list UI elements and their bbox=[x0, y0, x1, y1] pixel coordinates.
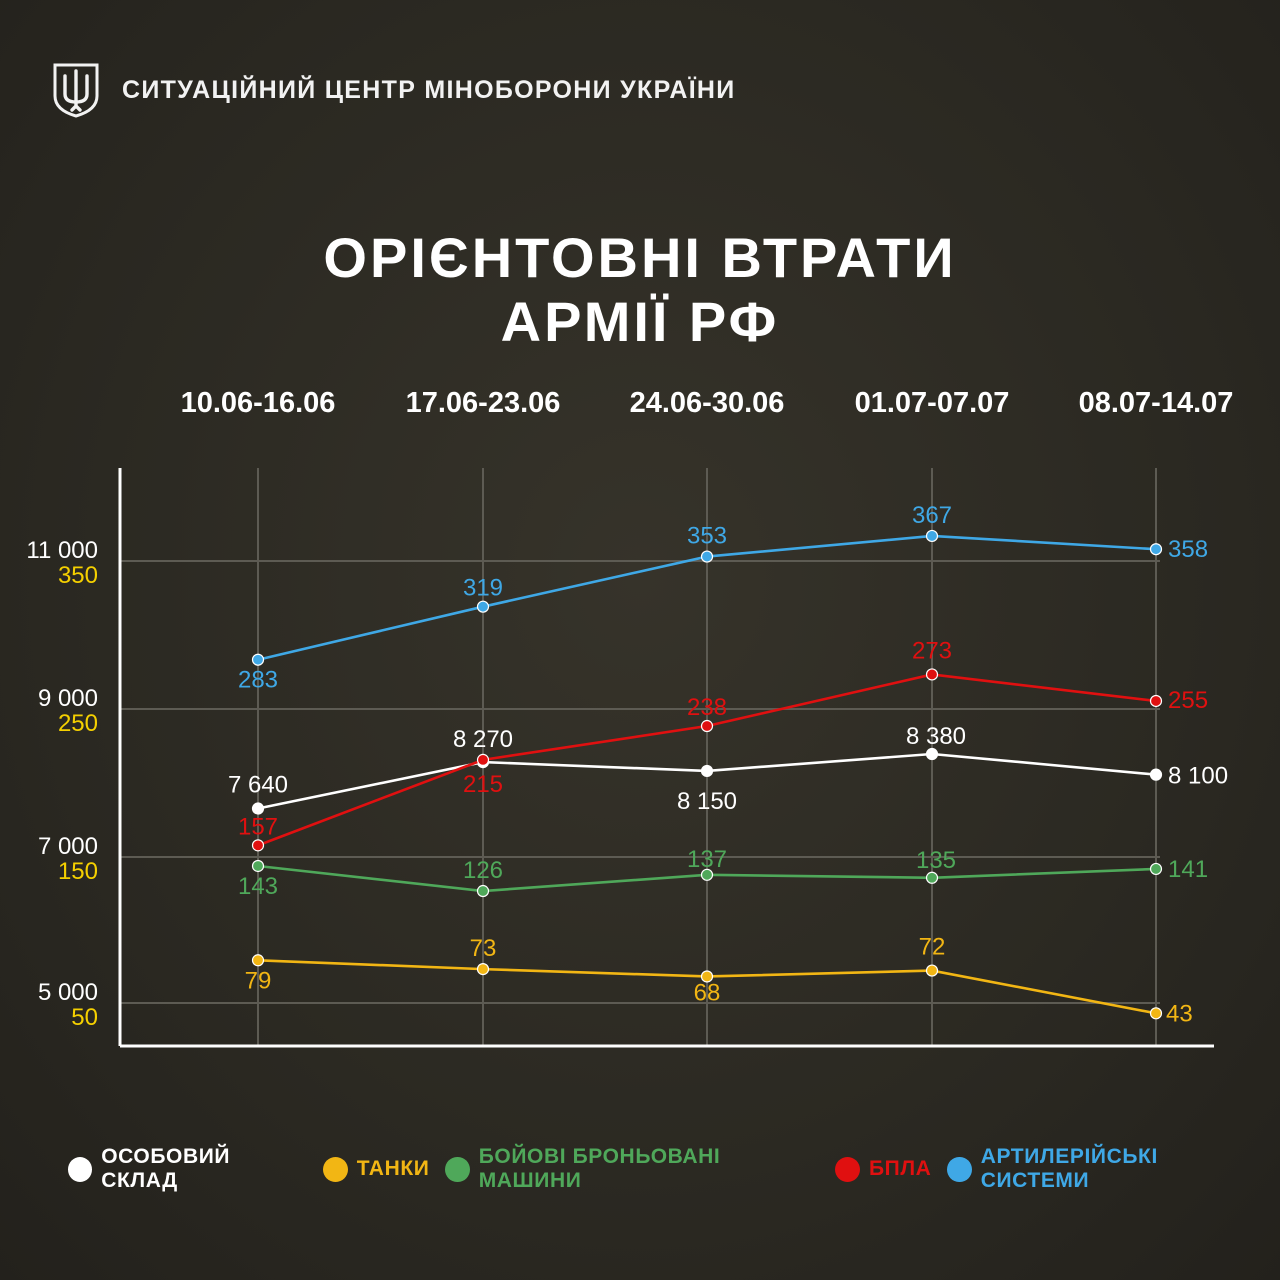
data-label: 353 bbox=[687, 523, 727, 550]
data-point bbox=[1149, 862, 1163, 876]
data-point bbox=[700, 764, 714, 778]
data-label: 215 bbox=[463, 771, 503, 798]
data-point bbox=[925, 964, 939, 977]
data-label: 8 100 bbox=[1168, 763, 1228, 790]
legend-dot-icon bbox=[947, 1156, 972, 1182]
x-tick-label: 24.06-30.06 bbox=[630, 387, 785, 419]
data-point bbox=[925, 871, 939, 884]
legend-dot-icon bbox=[834, 1156, 860, 1182]
x-tick-label: 01.07-07.07 bbox=[855, 387, 1010, 419]
trident-shield-icon bbox=[53, 63, 99, 118]
x-tick-label: 08.07-14.07 bbox=[1079, 387, 1234, 419]
chart-series bbox=[251, 529, 1163, 1020]
data-label: 255 bbox=[1168, 687, 1208, 714]
legend-item: ТАНКИ bbox=[322, 1156, 430, 1182]
data-label: 43 bbox=[1166, 1000, 1193, 1027]
data-label: 358 bbox=[1168, 536, 1208, 563]
data-label: 7 640 bbox=[228, 772, 288, 799]
data-point bbox=[925, 747, 939, 761]
legend-dot-icon bbox=[445, 1156, 470, 1182]
data-label: 72 bbox=[919, 934, 946, 961]
title-line-1: ОРІЄНТОВНІ ВТРАТИ bbox=[323, 226, 957, 289]
data-label: 273 bbox=[912, 637, 952, 664]
x-tick-label: 17.06-23.06 bbox=[406, 387, 561, 419]
data-point bbox=[476, 600, 490, 613]
y-tick-label-primary: 9 000 bbox=[38, 685, 98, 712]
data-point bbox=[476, 963, 490, 976]
legend-item: БПЛА bbox=[834, 1156, 932, 1182]
legend-label: ТАНКИ bbox=[356, 1157, 430, 1180]
data-point bbox=[251, 954, 265, 967]
data-point bbox=[1149, 543, 1163, 556]
data-point bbox=[476, 884, 490, 898]
legend-label: АРТИЛЕРІЙСЬКІ СИСТЕМИ bbox=[980, 1145, 1158, 1192]
data-label: 8 380 bbox=[906, 723, 966, 750]
header: СИТУАЦІЙНИЙ ЦЕНТР МІНОБОРОНИ УКРАЇНИ bbox=[52, 62, 736, 118]
data-point bbox=[476, 753, 490, 767]
data-point bbox=[1149, 1007, 1163, 1020]
data-label: 135 bbox=[916, 847, 956, 874]
legend-item: БОЙОВІ БРОНЬОВАНІ МАШИНИ bbox=[445, 1145, 818, 1193]
data-point bbox=[1149, 768, 1163, 781]
data-point bbox=[251, 859, 265, 873]
data-point bbox=[251, 839, 265, 852]
data-label: 73 bbox=[470, 935, 497, 962]
legend-item: ОСОБОВИЙ СКЛАД bbox=[68, 1145, 307, 1193]
data-point bbox=[925, 529, 939, 543]
data-label: 143 bbox=[238, 873, 278, 900]
data-label: 8 270 bbox=[453, 726, 513, 753]
chart-legend: ОСОБОВИЙ СКЛАД ТАНКИ БОЙОВІ БРОНЬОВАНІ МАШ… bbox=[68, 1145, 1280, 1193]
data-label: 319 bbox=[463, 575, 503, 602]
data-label: 137 bbox=[687, 846, 727, 873]
data-label: 141 bbox=[1168, 856, 1208, 883]
y-tick-label-secondary: 350 bbox=[58, 562, 98, 589]
data-label: 283 bbox=[238, 667, 278, 694]
page-title: ОРІЄНТОВНІ ВТРАТИ АРМІЇ РФ bbox=[0, 226, 1280, 354]
data-point bbox=[700, 868, 714, 881]
legend-dot-icon bbox=[322, 1156, 348, 1182]
data-label: 157 bbox=[238, 813, 278, 840]
y-tick-label-secondary: 150 bbox=[58, 858, 98, 885]
y-tick-label-secondary: 250 bbox=[58, 710, 98, 737]
data-point bbox=[700, 550, 714, 563]
data-point bbox=[700, 719, 714, 733]
data-label: 238 bbox=[687, 694, 727, 721]
data-point bbox=[251, 802, 265, 815]
chart-axes: 10.06-16.06 17.06-23.06 24.06-30.06 01.07-0… bbox=[26, 387, 1234, 1048]
legend-label: ОСОБОВИЙ СКЛАД bbox=[101, 1145, 231, 1192]
y-tick-label-secondary: 50 bbox=[71, 1004, 98, 1031]
data-label: 79 bbox=[245, 967, 272, 994]
legend-dot-icon bbox=[68, 1156, 93, 1182]
y-tick-label-primary: 11 000 bbox=[26, 537, 98, 564]
chart-labels: 7 640 8 270 8 150 8 380 8 100 79 73 68 72 43 143 12… bbox=[228, 502, 1228, 1027]
x-tick-label: 10.06-16.06 bbox=[181, 387, 336, 419]
data-point bbox=[251, 653, 265, 666]
legend-label: БПЛА bbox=[868, 1157, 932, 1180]
org-name: СИТУАЦІЙНИЙ ЦЕНТР МІНОБОРОНИ УКРАЇНИ bbox=[122, 75, 736, 104]
data-label: 8 150 bbox=[677, 788, 737, 815]
y-tick-label-primary: 7 000 bbox=[38, 833, 98, 860]
title-line-2: АРМІЇ РФ bbox=[500, 290, 780, 353]
data-point bbox=[700, 970, 714, 983]
data-label: 367 bbox=[912, 502, 952, 529]
chart-grid bbox=[120, 468, 1160, 1046]
legend-label: БОЙОВІ БРОНЬОВАНІ МАШИНИ bbox=[478, 1145, 721, 1192]
data-label: 68 bbox=[694, 979, 721, 1006]
data-point bbox=[1149, 694, 1163, 708]
data-label: 126 bbox=[463, 857, 503, 884]
legend-item: АРТИЛЕРІЙСЬКІ СИСТЕМИ bbox=[947, 1145, 1264, 1193]
y-tick-label-primary: 5 000 bbox=[38, 979, 98, 1006]
data-point bbox=[925, 668, 939, 681]
